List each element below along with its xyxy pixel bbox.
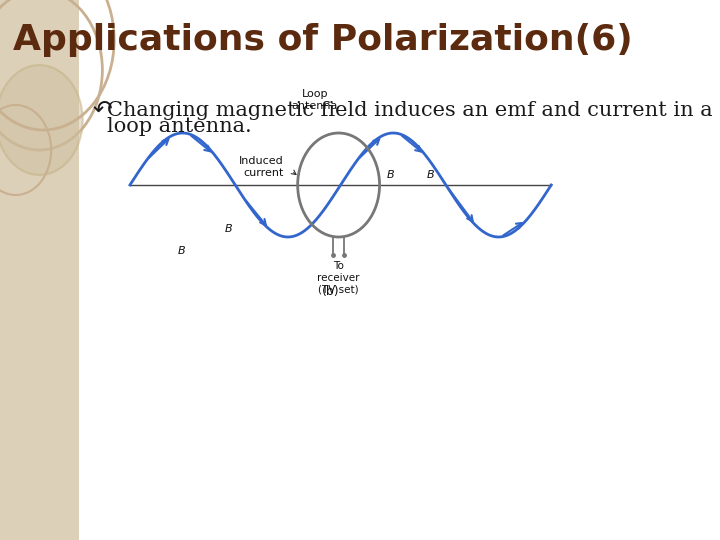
Text: B: B [387, 170, 395, 180]
Text: Loop
antenna: Loop antenna [292, 90, 338, 111]
Text: ↶: ↶ [93, 98, 112, 122]
FancyBboxPatch shape [78, 0, 567, 540]
Text: B: B [427, 170, 435, 180]
Text: B: B [177, 246, 185, 256]
FancyBboxPatch shape [0, 0, 78, 540]
Circle shape [0, 65, 83, 175]
Text: B: B [225, 224, 232, 234]
Text: To
receiver
(TV set): To receiver (TV set) [318, 261, 360, 294]
Text: Changing magnetic field induces an emf and current in a: Changing magnetic field induces an emf a… [107, 100, 713, 119]
Text: Applications of Polarization(6): Applications of Polarization(6) [13, 23, 633, 57]
Text: loop antenna.: loop antenna. [107, 118, 252, 137]
Text: (b): (b) [322, 286, 340, 299]
Text: Induced
current: Induced current [239, 156, 284, 178]
